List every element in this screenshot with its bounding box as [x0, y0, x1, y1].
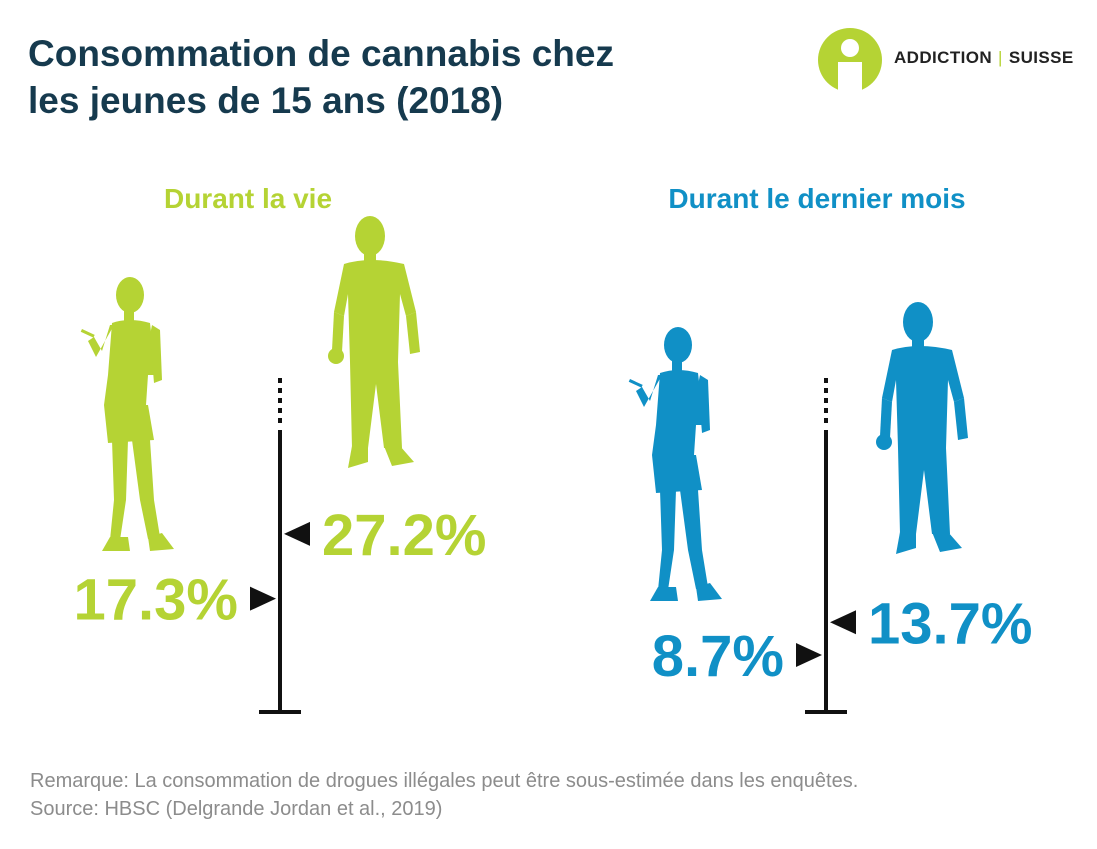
logo-text: ADDICTION | SUISSE	[894, 48, 1074, 68]
leg-right-shape	[680, 490, 708, 589]
arm-down-shape	[150, 325, 162, 383]
head-shape	[355, 216, 385, 256]
marker-female	[796, 643, 822, 668]
chart-group-1: Durant la vie 17.3% 27.2%	[74, 183, 486, 714]
leg-right-shape	[132, 440, 160, 539]
neck-shape	[124, 311, 134, 323]
neck-shape	[672, 361, 682, 373]
marker-female	[250, 586, 276, 611]
leg-left-shape	[658, 490, 676, 590]
chart-group-2: Durant le dernier mois 8.7% 13.7%	[628, 183, 1032, 714]
female-silhouette	[80, 277, 174, 551]
notes: Remarque: La consommation de drogues ill…	[30, 767, 858, 823]
torso-shape	[104, 320, 156, 405]
shirt-shape	[882, 346, 964, 448]
male-silhouette	[328, 216, 420, 468]
shoe-right-shape	[384, 446, 414, 466]
logo-separator: |	[998, 48, 1003, 67]
marker-male	[284, 521, 310, 546]
shoe-left-shape	[348, 446, 368, 468]
title-line-1: Consommation de cannabis chez	[28, 33, 614, 74]
head-shape	[664, 327, 692, 363]
male-silhouette	[876, 302, 968, 554]
skirt-shape	[104, 405, 154, 443]
shirt-shape	[334, 260, 416, 362]
shoe-right-shape	[696, 583, 722, 601]
logo-text-left: ADDICTION	[894, 48, 993, 67]
trousers-shape	[898, 448, 950, 534]
arm-left-shape	[880, 398, 892, 438]
value-label-female: 17.3%	[74, 568, 238, 633]
cigarette-shape	[80, 329, 95, 338]
head-shape	[116, 277, 144, 313]
shoe-left-shape	[650, 587, 678, 601]
skirt-shape	[652, 455, 702, 493]
shoe-left-shape	[102, 537, 130, 551]
arm-right-shape	[954, 398, 968, 440]
female-silhouette	[628, 327, 722, 601]
arm-left-shape	[332, 312, 344, 352]
shoe-left-shape	[896, 532, 916, 554]
value-label-male: 27.2%	[322, 503, 486, 568]
title-line-2: les jeunes de 15 ans (2018)	[28, 80, 504, 121]
trousers-shape	[350, 362, 402, 448]
arm-down-shape	[698, 375, 710, 433]
value-label-male: 13.7%	[868, 591, 1032, 656]
remark-text: Remarque: La consommation de drogues ill…	[30, 770, 859, 792]
arm-right-shape	[406, 312, 420, 354]
leg-left-shape	[110, 440, 128, 540]
group-title: Durant la vie	[164, 183, 332, 214]
logo-text-right: SUISSE	[1008, 48, 1074, 67]
marker-male	[830, 610, 856, 635]
cigarette-shape	[628, 379, 643, 388]
head-shape	[903, 302, 933, 342]
group-title: Durant le dernier mois	[668, 183, 965, 214]
shoe-right-shape	[932, 532, 962, 552]
value-label-female: 8.7%	[652, 624, 784, 689]
hand-shape	[328, 348, 344, 364]
shoe-right-shape	[148, 533, 174, 551]
torso-shape	[652, 370, 704, 455]
hand-shape	[876, 434, 892, 450]
source-text: Source: HBSC (Delgrande Jordan et al., 2…	[30, 798, 443, 820]
arm-raised-shape	[636, 375, 662, 407]
page-title: Consommation de cannabis chez les jeunes…	[28, 30, 748, 124]
arm-raised-shape	[88, 325, 114, 357]
person-icon	[818, 28, 882, 92]
addiction-suisse-logo: ADDICTION | SUISSE	[818, 28, 1088, 92]
